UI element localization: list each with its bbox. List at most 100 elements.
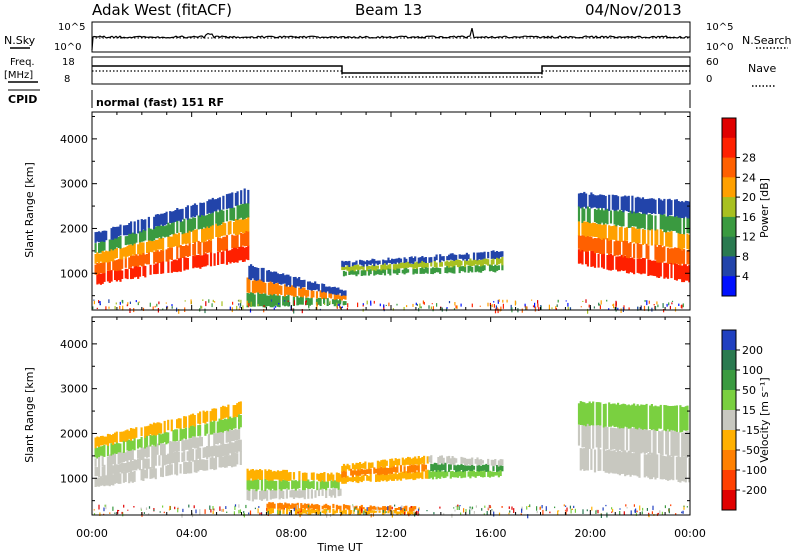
speckle-cell (439, 308, 441, 310)
echo-cell (490, 265, 493, 271)
speckle-cell (492, 510, 494, 512)
echo-cell (426, 456, 429, 464)
echo-cell (380, 473, 383, 481)
cpid-label: CPID (8, 93, 37, 106)
speckle-cell (361, 508, 363, 513)
speckle-cell (236, 305, 238, 311)
speckle-cell (245, 504, 247, 509)
echo-cell (656, 261, 659, 278)
echo-cell (294, 509, 298, 515)
echo-cell (659, 454, 662, 480)
speckle-cell (454, 509, 456, 512)
echo-cell (330, 287, 333, 294)
echo-cell (238, 401, 241, 415)
echo-cell (115, 269, 118, 282)
echo-cell (301, 280, 304, 288)
echo-cell (608, 402, 611, 427)
speckle-cell (498, 299, 500, 302)
echo-cell (362, 474, 365, 481)
speckle-cell (201, 306, 203, 309)
echo-cell (103, 261, 106, 274)
echo-cell (346, 265, 349, 271)
echo-cell (620, 226, 623, 242)
echo-cell (448, 261, 451, 268)
echo-cell (269, 281, 272, 295)
echo-cell (464, 464, 467, 472)
echo-cell (385, 265, 388, 270)
echo-cell (342, 266, 346, 270)
echo-cell (197, 413, 200, 424)
echo-cell (408, 465, 411, 473)
colorbar-tick-label: 4 (742, 270, 749, 283)
echo-cell (255, 280, 258, 293)
echo-cell (174, 462, 177, 475)
echo-cell (627, 213, 630, 228)
echo-cell (636, 212, 639, 229)
speckle-cell (475, 505, 477, 508)
echo-cell (407, 511, 410, 515)
echo-cell (310, 282, 313, 291)
speckle-cell (168, 509, 170, 511)
speckle-cell (259, 512, 261, 516)
echo-cell (396, 511, 399, 516)
echo-cell (126, 461, 129, 473)
speckle-cell (188, 504, 190, 508)
echo-cell (149, 467, 152, 479)
echo-cell (158, 455, 161, 466)
echo-cell (144, 426, 147, 438)
echo-cell (446, 471, 449, 477)
echo-cell (389, 260, 392, 264)
echo-cell (641, 404, 645, 430)
echo-cell (419, 268, 422, 274)
echo-cell (222, 236, 225, 251)
echo-cell (360, 468, 363, 475)
speckle-cell (288, 506, 290, 511)
echo-cell (106, 433, 110, 446)
speckle-cell (489, 505, 491, 508)
echo-cell (410, 506, 413, 512)
echo-cell (659, 199, 662, 215)
echo-cell (633, 259, 636, 275)
speckle-cell (493, 304, 495, 308)
echo-cell (192, 217, 195, 231)
echo-cell (577, 221, 581, 236)
echo-cell (323, 479, 326, 489)
echo-cell (321, 510, 324, 513)
echo-cell (380, 507, 383, 510)
echo-cell (478, 259, 481, 265)
echo-cell (408, 511, 411, 515)
echo-cell (177, 232, 181, 248)
echo-cell (581, 235, 584, 250)
echo-cell (167, 248, 170, 262)
echo-cell (330, 472, 333, 480)
echo-cell (581, 249, 584, 265)
echo-cell (225, 235, 229, 250)
speckle-cell (383, 305, 385, 310)
echo-cell (192, 244, 195, 255)
echo-cell (357, 475, 360, 484)
echo-cell (160, 467, 163, 477)
echo-cell (154, 468, 157, 480)
echo-cell (474, 259, 477, 265)
echo-cell (469, 469, 472, 479)
echo-cell (464, 470, 467, 478)
echo-cell (176, 208, 179, 221)
echo-cell (611, 194, 614, 210)
speckle-cell (212, 299, 214, 303)
echo-cell (337, 472, 340, 483)
echo-cell (595, 238, 598, 253)
echo-cell (110, 248, 113, 262)
echo-cell (677, 455, 680, 482)
echo-cell (98, 437, 101, 447)
echo-cell (144, 436, 147, 449)
echo-cell (442, 463, 445, 471)
echo-cell (238, 246, 241, 261)
echo-cell (585, 193, 588, 209)
echo-cell (264, 282, 267, 294)
echo-cell (317, 297, 320, 305)
speckle-cell (103, 507, 105, 512)
speckle-cell (602, 507, 604, 511)
echo-cell (337, 489, 340, 497)
echo-cell (101, 445, 104, 456)
echo-cell (259, 491, 262, 500)
